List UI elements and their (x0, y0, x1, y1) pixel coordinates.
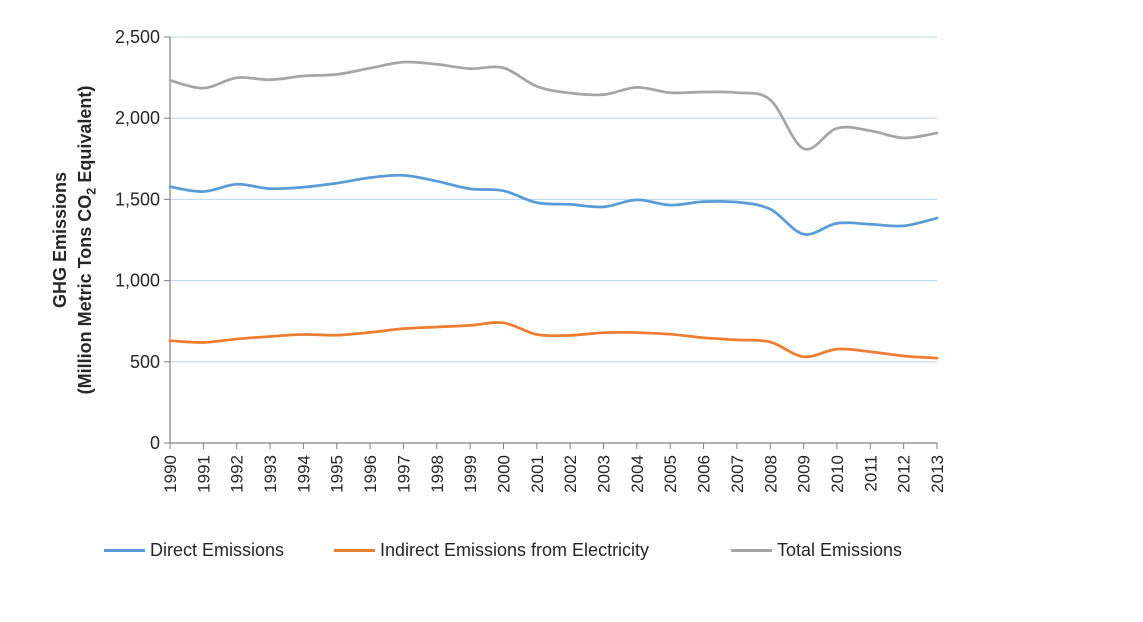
x-tick-label: 1995 (328, 455, 347, 493)
legend-line-swatch-indirect (334, 548, 375, 552)
legend-label-total: Total Emissions (777, 539, 903, 560)
x-tick-label: 1993 (261, 455, 280, 493)
x-tick-label: 2006 (695, 455, 714, 493)
x-tick-label: 1997 (394, 455, 413, 493)
series-line-total-emissions (168, 60, 939, 151)
x-tick-label: 2007 (728, 455, 747, 493)
x-tick-label: 2002 (561, 455, 580, 493)
legend-label-direct: Direct Emissions (150, 539, 285, 560)
y-tick-label: 2,000 (115, 108, 160, 128)
y-tick-label: 2,500 (115, 27, 160, 47)
y-tick-label: 1,500 (115, 189, 160, 209)
x-tick-label: 2005 (661, 455, 680, 493)
x-tick-label: 2012 (895, 455, 914, 493)
x-tick-label: 2003 (595, 455, 614, 493)
x-tick-label: 2008 (761, 455, 780, 493)
x-tick-label: 2011 (861, 455, 880, 492)
x-tick-label: 1992 (228, 455, 247, 493)
legend-line-swatch-direct (104, 548, 145, 552)
legend-label-indirect: Indirect Emissions from Electricity (380, 539, 650, 560)
x-tick-label: 2009 (795, 455, 814, 493)
x-tick-label: 2013 (928, 455, 947, 493)
legend-line-swatch-total (731, 548, 772, 552)
y-tick-label: 1,000 (115, 271, 160, 291)
x-tick-label: 2000 (494, 455, 513, 493)
x-tick-label: 1996 (361, 455, 380, 493)
x-tick-label: 1994 (294, 455, 313, 493)
x-tick-label: 2001 (528, 455, 547, 493)
legend-item-direct-emissions: Direct Emissions (104, 540, 284, 560)
x-tick-label: 1990 (161, 455, 180, 493)
x-tick-label: 2004 (628, 455, 647, 493)
x-tick-label: 1999 (461, 455, 480, 493)
x-tick-label: 1991 (194, 455, 213, 493)
series-line-indirect-emissions-from-electricity (168, 321, 939, 360)
y-tick-label: 500 (130, 352, 160, 372)
y-tick-label: 0 (150, 433, 160, 453)
legend-item-indirect-emissions: Indirect Emissions from Electricity (334, 540, 649, 560)
legend-item-total-emissions: Total Emissions (731, 540, 902, 560)
x-tick-label: 2010 (828, 455, 847, 493)
series-line-direct-emissions (168, 173, 939, 236)
x-tick-label: 1998 (428, 455, 447, 493)
